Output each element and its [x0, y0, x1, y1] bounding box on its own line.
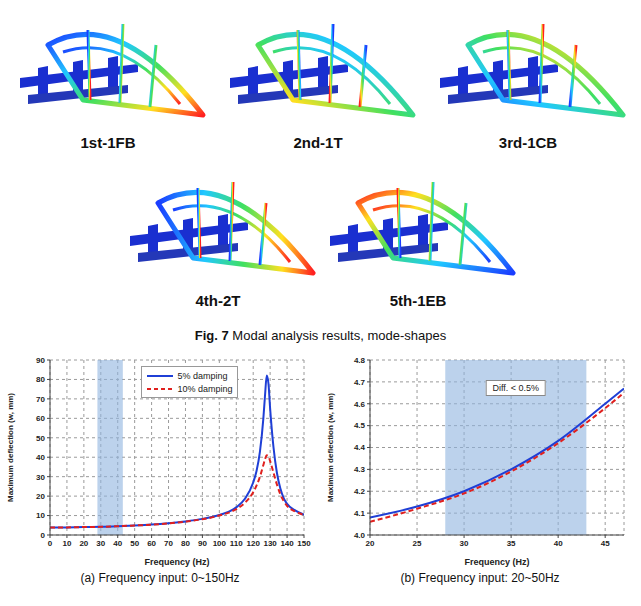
- html-text:Diff. < 0.5%: Diff. < 0.5%: [492, 383, 540, 393]
- svg-text:70: 70: [36, 395, 45, 404]
- svg-text:30: 30: [96, 539, 105, 548]
- svg-text:10: 10: [62, 539, 71, 548]
- html-text:4th-2T: 4th-2T: [195, 292, 241, 309]
- svg-text:110: 110: [230, 539, 243, 548]
- svg-text:80: 80: [181, 539, 190, 548]
- svg-text:40: 40: [554, 539, 563, 548]
- svg-text:20: 20: [36, 492, 45, 501]
- svg-text:4.3: 4.3: [354, 465, 366, 474]
- svg-text:140: 140: [280, 539, 294, 548]
- svg-text:150: 150: [297, 539, 311, 548]
- svg-text:4.2: 4.2: [354, 487, 366, 496]
- html-text:5th-1EB: 5th-1EB: [389, 292, 447, 309]
- svg-text:35: 35: [507, 539, 516, 548]
- svg-text:50: 50: [36, 434, 45, 443]
- svg-text:4.0: 4.0: [354, 531, 366, 540]
- html-text:2nd-1T: 2nd-1T: [293, 134, 343, 151]
- svg-text:0: 0: [41, 531, 46, 540]
- svg-text:4.7: 4.7: [354, 378, 366, 387]
- svg-text:Frequency (Hz): Frequency (Hz): [144, 557, 209, 567]
- html-text:3rd-1CB: 3rd-1CB: [498, 134, 558, 151]
- svg-text:40: 40: [113, 539, 122, 548]
- svg-text:Maximum deflection (w, mm): Maximum deflection (w, mm): [326, 393, 335, 502]
- html-text:(b) Frequency input: 20~50Hz: (b) Frequency input: 20~50Hz: [400, 571, 560, 585]
- svg-text:4.6: 4.6: [354, 400, 366, 409]
- svg-text:30: 30: [36, 473, 45, 482]
- svg-text:50: 50: [130, 539, 139, 548]
- svg-text:120: 120: [247, 539, 261, 548]
- svg-text:4.5: 4.5: [354, 421, 366, 430]
- svg-text:20: 20: [366, 539, 375, 548]
- svg-text:25: 25: [413, 539, 422, 548]
- svg-text:90: 90: [36, 356, 45, 365]
- svg-text:40: 40: [36, 453, 45, 462]
- html-text:1st-1FB: 1st-1FB: [80, 134, 136, 151]
- html-text:(a) Frequency input: 0~150Hz: (a) Frequency input: 0~150Hz: [80, 571, 240, 585]
- svg-text:10: 10: [36, 511, 45, 520]
- html-text:Fig. 7 Modal analysis results,: Fig. 7 Modal analysis results, mode-shap…: [194, 328, 447, 343]
- svg-text:70: 70: [164, 539, 173, 548]
- html-text:10% damping: 10% damping: [177, 383, 233, 394]
- html-text:5% damping: 5% damping: [177, 370, 228, 381]
- svg-text:100: 100: [213, 539, 227, 548]
- svg-text:45: 45: [601, 539, 610, 548]
- svg-text:60: 60: [147, 539, 156, 548]
- svg-text:130: 130: [263, 539, 277, 548]
- svg-text:90: 90: [198, 539, 207, 548]
- svg-text:4.4: 4.4: [354, 443, 366, 452]
- svg-text:Frequency (Hz): Frequency (Hz): [464, 557, 529, 567]
- svg-text:80: 80: [36, 375, 45, 384]
- svg-text:20: 20: [79, 539, 88, 548]
- svg-text:4.1: 4.1: [354, 509, 366, 518]
- svg-text:30: 30: [460, 539, 469, 548]
- svg-text:60: 60: [36, 414, 45, 423]
- svg-text:Maximum deflection (w, mm): Maximum deflection (w, mm): [6, 393, 15, 502]
- svg-text:0: 0: [48, 539, 53, 548]
- svg-text:4.8: 4.8: [354, 356, 366, 365]
